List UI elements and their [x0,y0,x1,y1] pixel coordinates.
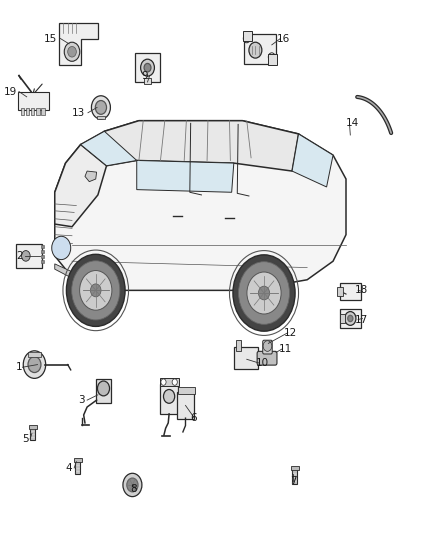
Text: 7: 7 [290,477,297,486]
Circle shape [127,478,138,492]
Bar [41,245,44,248]
Bar [31,109,35,115]
Text: 15: 15 [44,34,57,44]
Bar [41,260,44,263]
Text: 6: 6 [191,413,197,423]
Text: 18: 18 [355,285,368,295]
Polygon shape [137,160,234,192]
Circle shape [161,379,166,385]
Bar [292,468,297,484]
Text: 16: 16 [277,34,290,44]
Circle shape [98,381,110,396]
Bar [236,340,241,351]
Bar [160,384,178,415]
Circle shape [67,254,125,326]
Polygon shape [55,144,106,227]
Bar [244,34,276,64]
Polygon shape [85,171,97,182]
Bar [268,54,277,65]
Circle shape [52,236,71,260]
Text: 3: 3 [78,395,85,405]
Circle shape [21,251,30,261]
Bar [177,392,194,419]
Circle shape [72,261,120,320]
Bar [36,109,40,115]
Text: 11: 11 [279,344,293,354]
Text: 4: 4 [65,463,72,473]
Circle shape [68,46,76,57]
Circle shape [91,284,101,297]
Bar [16,244,42,268]
Circle shape [345,312,356,325]
Text: 5: 5 [22,434,29,444]
Bar [340,283,360,300]
Bar [244,30,252,41]
FancyBboxPatch shape [263,340,272,354]
Bar [74,458,81,462]
Polygon shape [81,131,137,166]
Bar [18,92,49,110]
Text: 8: 8 [130,484,137,494]
Bar [41,255,44,258]
Circle shape [249,42,262,58]
Bar [41,250,44,253]
Bar [159,378,179,386]
Bar [337,287,343,296]
Bar [26,109,29,115]
FancyBboxPatch shape [257,351,277,365]
Circle shape [348,316,353,321]
Text: 2: 2 [16,251,22,261]
Bar [97,116,105,119]
Circle shape [239,262,290,324]
Circle shape [23,351,46,378]
Bar [21,109,24,115]
Circle shape [244,34,250,43]
Circle shape [64,42,80,61]
Circle shape [141,59,155,76]
Circle shape [172,379,177,385]
Circle shape [233,255,295,331]
Text: 10: 10 [255,358,268,368]
Bar [178,387,195,394]
Polygon shape [59,22,98,65]
Text: 14: 14 [346,118,359,128]
Text: 1: 1 [16,362,22,372]
Text: 9: 9 [141,70,148,80]
Text: 12: 12 [283,328,297,338]
Circle shape [258,286,270,300]
Bar [75,459,80,474]
Bar [28,352,41,357]
Text: 19: 19 [4,86,17,96]
Polygon shape [55,264,96,282]
Circle shape [268,53,275,61]
Bar [339,309,361,328]
Circle shape [263,341,272,351]
Text: 17: 17 [355,314,368,325]
Bar [234,346,258,369]
Polygon shape [292,134,333,187]
Bar [29,425,37,429]
Circle shape [247,272,281,314]
Bar [291,466,299,470]
Circle shape [80,271,112,310]
Bar [41,109,45,115]
Polygon shape [55,120,346,290]
Circle shape [163,390,175,403]
Bar [340,314,345,322]
Bar [135,53,160,82]
Polygon shape [104,120,299,171]
Circle shape [144,63,151,72]
Circle shape [123,473,142,497]
Circle shape [95,101,106,114]
Bar [144,78,151,84]
Bar [96,379,111,403]
Circle shape [92,96,110,119]
Text: 13: 13 [72,108,85,118]
Bar [30,427,35,440]
Circle shape [28,357,41,373]
